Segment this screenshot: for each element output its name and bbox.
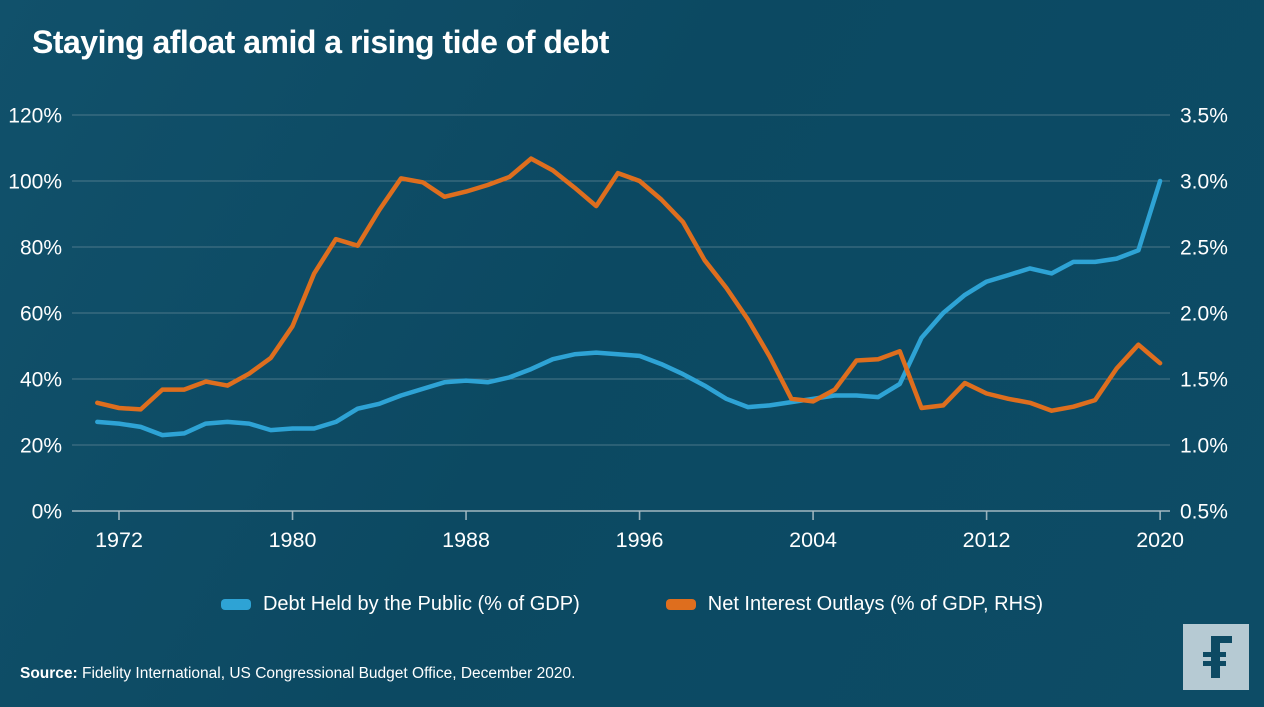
source-note: Source: Fidelity International, US Congr… bbox=[20, 665, 575, 683]
interest-series-label: Net Interest Outlays (% of GDP, RHS) bbox=[707, 593, 1044, 615]
chart-legend: Debt Held by the Public (% of GDP) Net I… bbox=[0, 593, 1264, 616]
y-axis-label-right: 2.0% bbox=[1180, 303, 1228, 326]
x-axis-label: 2020 bbox=[1136, 528, 1184, 552]
debt-interest-line-chart: 120% 100% 80% 60% 40% 20% 0% 3.5% 3.0% 2.5% 2.0% 1.… bbox=[8, 105, 1228, 552]
y-axis-label-left: 120% bbox=[8, 105, 62, 128]
x-axis-label: 1972 bbox=[95, 528, 143, 552]
y-axis-label-right: 1.5% bbox=[1180, 369, 1228, 392]
x-axis-label: 1980 bbox=[269, 528, 317, 552]
fidelity-f-icon bbox=[1183, 624, 1249, 690]
y-axis-label-left: 40% bbox=[20, 369, 62, 392]
debt-series-line bbox=[95, 178, 1163, 438]
interest-series-swatch bbox=[665, 599, 696, 610]
y-axis-label-left: 0% bbox=[32, 501, 62, 524]
legend-item-debt: Debt Held by the Public (% of GDP) bbox=[220, 593, 580, 616]
y-axis-label-left: 60% bbox=[20, 303, 62, 326]
y-axis-label-left: 80% bbox=[20, 237, 62, 260]
y-axis-label-right: 0.5% bbox=[1180, 501, 1228, 524]
y-axis-label-right: 2.5% bbox=[1180, 237, 1228, 260]
source-label: Source: bbox=[20, 665, 78, 682]
x-axis-label: 2004 bbox=[789, 528, 837, 552]
x-axis-label: 1996 bbox=[616, 528, 664, 552]
y-axis-label-left: 20% bbox=[20, 435, 62, 458]
interest-series-line bbox=[95, 156, 1163, 413]
y-axis-label-left: 100% bbox=[8, 171, 62, 194]
source-text: Fidelity International, US Congressional… bbox=[77, 665, 576, 682]
debt-series-swatch bbox=[220, 599, 251, 610]
x-axis-label: 1988 bbox=[442, 528, 490, 552]
y-axis-label-right: 1.0% bbox=[1180, 435, 1228, 458]
page-title: Staying afloat amid a rising tide of deb… bbox=[32, 24, 609, 60]
debt-series-label: Debt Held by the Public (% of GDP) bbox=[262, 593, 580, 615]
x-axis-label: 2012 bbox=[963, 528, 1011, 552]
legend-item-interest: Net Interest Outlays (% of GDP, RHS) bbox=[665, 593, 1044, 616]
fidelity-logo bbox=[1183, 624, 1249, 690]
y-axis-label-right: 3.5% bbox=[1180, 105, 1228, 128]
y-axis-label-right: 3.0% bbox=[1180, 171, 1228, 194]
